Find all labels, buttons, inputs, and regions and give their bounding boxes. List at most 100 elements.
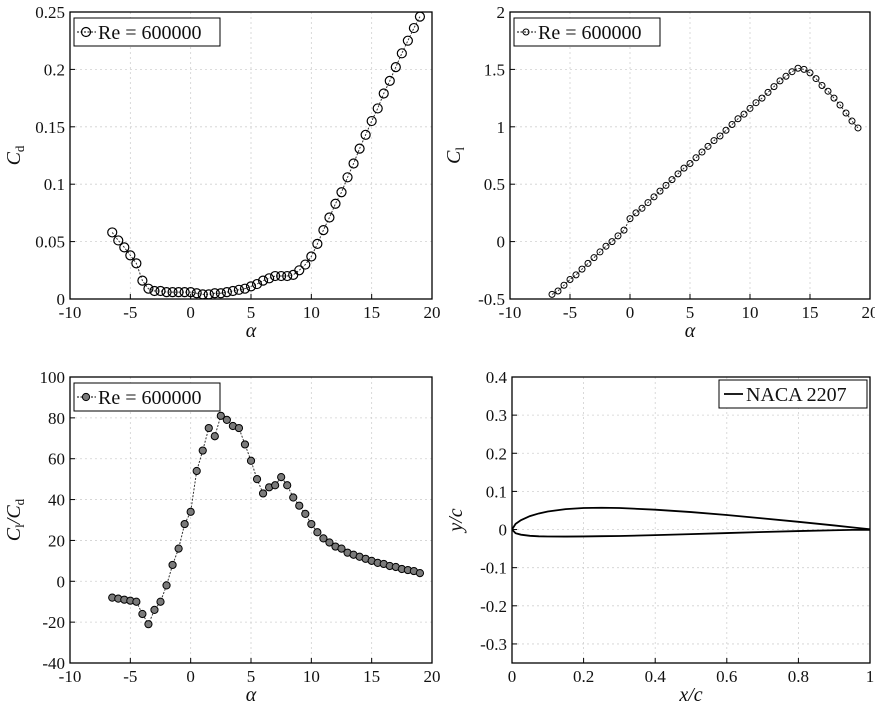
y-tick-label: 100 (40, 368, 66, 387)
y-axis-label: y/c (445, 508, 467, 533)
y-tick-label: 1 (497, 118, 506, 137)
data-point (179, 287, 190, 298)
x-axis-label: α (685, 320, 696, 342)
x-tick-label: 15 (802, 303, 819, 322)
legend-label: Re = 600000 (98, 387, 202, 409)
data-point (752, 99, 760, 107)
chart-cd: -10 -5 0 5 10 15 20 0 0.05 0.1 0.15 0.2 0.25 α Cd Re = … (3, 3, 441, 342)
y-tick-label: 0.4 (486, 368, 508, 387)
data-point (686, 160, 694, 168)
data-point (632, 209, 640, 217)
y-tick-label: -0.5 (478, 290, 505, 309)
y-tick-label: 0.1 (486, 482, 507, 501)
x-tick-label: 20 (424, 667, 441, 686)
x-tick-label: 0 (186, 303, 195, 322)
data-point (168, 560, 177, 570)
data-point (215, 288, 226, 299)
x-axis-label: α (246, 684, 257, 705)
legend-box (73, 17, 221, 47)
data-point (119, 242, 130, 253)
data-point (245, 281, 257, 292)
x-tick-label: 0 (626, 303, 635, 322)
data-point (848, 117, 856, 125)
plot-frame (69, 376, 433, 664)
data-point (288, 269, 299, 280)
data-point (210, 432, 219, 441)
series-line (551, 67, 859, 295)
y-axis-label: Cl (443, 147, 467, 164)
y-tick-label: 0 (57, 290, 66, 309)
y-tick-label: 40 (48, 491, 65, 510)
y-tick-label: 0.25 (35, 3, 65, 22)
data-point (366, 115, 377, 127)
x-tick-label: -10 (59, 303, 82, 322)
y-tick-label: -0.2 (480, 597, 507, 616)
airfoil-upper-surface (511, 506, 871, 531)
y-tick-label: 1.5 (484, 60, 505, 79)
data-point (107, 227, 118, 238)
data-point (408, 22, 419, 34)
x-tick-label: 20 (424, 303, 441, 322)
data-point (319, 534, 328, 543)
data-point (270, 270, 281, 282)
data-point (734, 115, 742, 123)
plot-frame (509, 11, 871, 300)
data-point (776, 77, 784, 85)
data-point (150, 605, 159, 614)
x-tick-label: 1 (866, 667, 875, 686)
legend-box (513, 17, 661, 47)
data-point (234, 423, 244, 433)
data-point (836, 101, 844, 109)
y-tick-label: 0 (499, 521, 508, 540)
data-point (216, 411, 225, 420)
y-tick-label: 0 (497, 233, 506, 252)
data-point (342, 172, 353, 183)
chart-clcd: -10 -5 0 5 10 15 20 -40 -20 0 20 40 60 80 100 α Cl/Cd Re … (3, 368, 441, 705)
data-point (324, 212, 335, 223)
data-point (354, 143, 365, 154)
y-tick-label: -20 (42, 613, 65, 632)
x-tick-label: 0 (508, 667, 517, 686)
data-point (722, 126, 730, 134)
legend-box (718, 379, 868, 409)
x-tick-label: -10 (59, 667, 82, 686)
data-point (650, 193, 658, 201)
data-point (378, 88, 389, 99)
data-point (252, 475, 262, 484)
x-tick-label: 20 (862, 303, 875, 322)
x-tick-label: 0.6 (716, 667, 737, 686)
data-point (698, 148, 706, 156)
y-tick-label: 20 (48, 531, 65, 550)
data-point (312, 238, 323, 249)
data-point (264, 273, 275, 284)
x-tick-label: -10 (499, 303, 522, 322)
plot-frame (69, 11, 433, 300)
data-point (173, 287, 184, 298)
data-point (602, 242, 610, 250)
data-point (812, 75, 820, 83)
data-point (306, 251, 317, 262)
data-point (824, 87, 832, 95)
data-point (276, 270, 287, 282)
data-point (204, 423, 213, 433)
data-point (384, 75, 395, 86)
x-tick-label: 0.8 (788, 667, 809, 686)
data-point (415, 569, 425, 578)
data-point (806, 69, 814, 77)
legend-marker-swatch (522, 28, 530, 36)
data-point (222, 415, 231, 424)
data-point (608, 238, 616, 246)
data-point (155, 285, 166, 297)
x-tick-label: 5 (686, 303, 695, 322)
data-point (174, 544, 183, 553)
x-tick-label: 10 (303, 303, 320, 322)
data-point (180, 519, 189, 529)
y-tick-label: 0.2 (44, 60, 65, 79)
y-tick-label: 0.5 (484, 175, 505, 194)
data-point (572, 271, 580, 279)
data-point (301, 509, 310, 518)
y-tick-label: 0 (57, 572, 66, 591)
data-point (167, 287, 178, 298)
data-point (372, 103, 383, 114)
data-point (596, 248, 604, 256)
